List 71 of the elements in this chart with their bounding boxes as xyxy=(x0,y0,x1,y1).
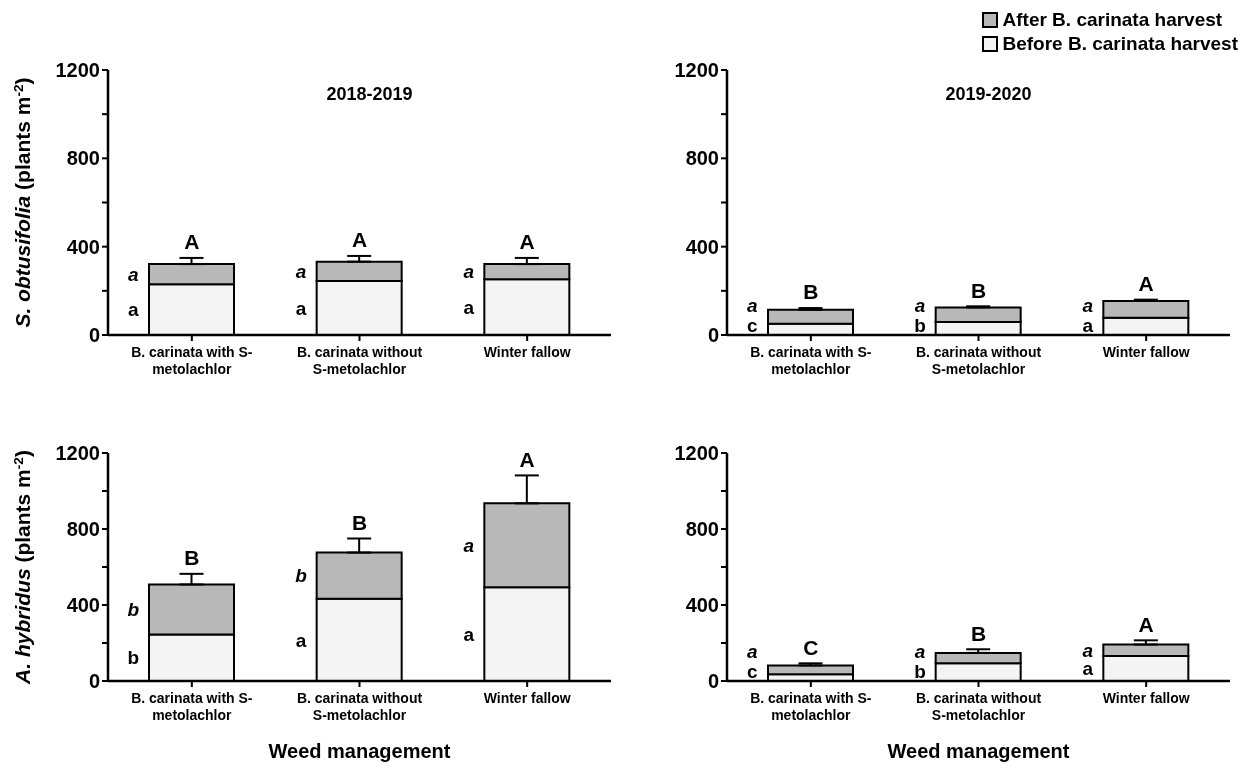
annotation: B xyxy=(970,278,987,302)
annotation: a xyxy=(747,640,759,662)
x-tick-label: Winter fallow xyxy=(1102,344,1190,360)
x-tick-label: B. carinata without S-metolachlor xyxy=(296,344,423,377)
annotation: a xyxy=(1082,639,1094,661)
annotation: a xyxy=(463,534,475,556)
annotation: a xyxy=(128,263,140,285)
y-tick-label: 400 xyxy=(66,594,100,617)
annotation: a xyxy=(295,297,307,319)
x-axis-title: Weed management xyxy=(887,740,1070,762)
y-tick-label: 1200 xyxy=(674,442,719,465)
y-tick-label: 400 xyxy=(66,235,100,258)
annotation: A xyxy=(1138,272,1154,296)
annotation: B xyxy=(184,546,200,570)
annotation: A xyxy=(519,230,535,254)
x-axis-title: Weed management xyxy=(268,740,451,762)
annotation: a xyxy=(295,629,307,651)
annotation: b xyxy=(295,565,308,587)
annotation: a xyxy=(1082,314,1094,336)
annotation: b xyxy=(914,660,926,682)
annotation: A xyxy=(351,228,368,252)
y-tick-label: 400 xyxy=(685,594,719,617)
annotation: b xyxy=(127,599,140,621)
x-tick-label: Winter fallow xyxy=(483,344,571,360)
annotation: a xyxy=(128,299,140,321)
y-tick-label: 0 xyxy=(707,670,719,693)
x-tick-label: B. carinata with S-metolachlor xyxy=(750,344,872,377)
annotation: b xyxy=(914,314,926,336)
annotation: a xyxy=(747,294,759,316)
x-tick-label: B. carinata with S-metolachlor xyxy=(131,690,253,723)
legend-label: Before B. carinata harvest xyxy=(1002,32,1238,56)
annotation: a xyxy=(914,640,926,662)
annotation: B xyxy=(803,280,819,304)
annotation: a xyxy=(295,260,307,282)
annotation: a xyxy=(914,294,926,316)
x-tick-label: B. carinata without S-metolachlor xyxy=(915,344,1042,377)
x-tick-label: B. carinata without S-metolachlor xyxy=(915,690,1042,723)
annotation: a xyxy=(463,261,475,283)
annotation: A xyxy=(1138,612,1154,636)
annotation: a xyxy=(463,296,475,318)
y-tick-label: 400 xyxy=(685,235,719,258)
annotation: A xyxy=(519,447,535,471)
y-tick-label: 0 xyxy=(707,324,719,347)
y-tick-label: 1200 xyxy=(55,59,100,82)
y-tick-label: 800 xyxy=(66,518,100,541)
y-tick-label: 800 xyxy=(685,518,719,541)
x-tick-label: Winter fallow xyxy=(1102,690,1190,706)
y-tick-label: 800 xyxy=(685,147,719,170)
y-tick-label: 800 xyxy=(66,147,100,170)
y-tick-label: 0 xyxy=(88,670,100,693)
annotation: a xyxy=(1082,294,1094,316)
y-tick-label: 1200 xyxy=(55,442,100,465)
annotation: c xyxy=(747,660,759,682)
annotation: C xyxy=(803,635,819,659)
legend-label: After B. carinata harvest xyxy=(1002,8,1223,32)
x-tick-label: B. carinata with S-metolachlor xyxy=(750,690,872,723)
x-tick-label: B. carinata without S-metolachlor xyxy=(296,690,423,723)
y-tick-label: 1200 xyxy=(674,59,719,82)
bar xyxy=(767,664,854,676)
annotation: B xyxy=(970,621,987,645)
annotation: a xyxy=(463,623,475,645)
annotation: b xyxy=(127,647,140,669)
x-tick-label: Winter fallow xyxy=(483,690,571,706)
annotation: A xyxy=(184,230,200,254)
annotation: c xyxy=(747,314,759,336)
text: 2018-2019 xyxy=(326,84,413,104)
text: 2019-2020 xyxy=(945,84,1032,104)
y-tick-label: 0 xyxy=(88,324,100,347)
annotation: a xyxy=(1082,658,1094,680)
x-tick-label: B. carinata with S-metolachlor xyxy=(131,344,253,377)
annotation: B xyxy=(351,510,368,534)
